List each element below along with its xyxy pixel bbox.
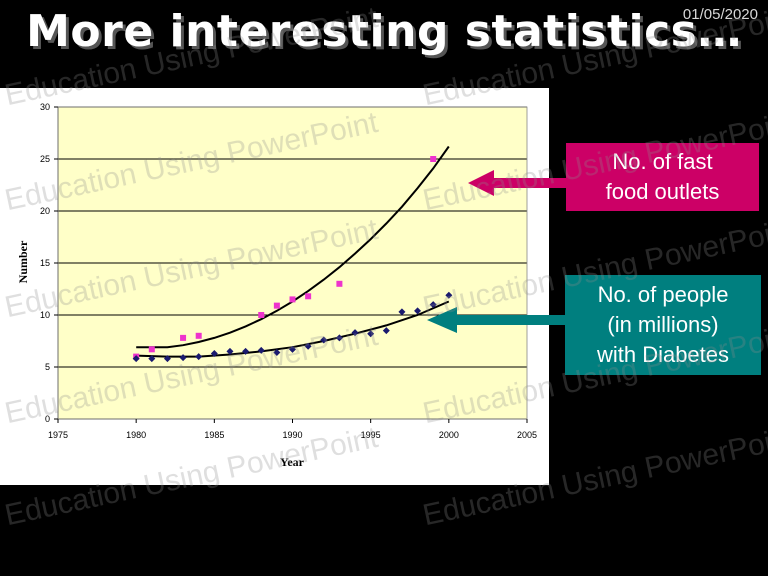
x-axis-label: Year <box>280 455 305 469</box>
fast-food-point <box>336 280 343 287</box>
diabetes-arrow-icon <box>427 307 565 333</box>
diabetes-point <box>414 307 422 315</box>
x-tick-label: 1995 <box>361 430 381 440</box>
fast-food-point <box>305 293 312 300</box>
x-tick-label: 1980 <box>126 430 146 440</box>
diabetes-callout-line-1: No. of people <box>597 282 729 307</box>
y-tick-label: 25 <box>40 154 50 164</box>
diabetes-point <box>304 342 312 350</box>
date-label: 01/05/2020 <box>682 6 758 23</box>
diabetes-point <box>351 329 359 337</box>
diabetes-point <box>367 330 375 338</box>
diabetes-point <box>195 353 203 361</box>
chart-panel: 0 5 10 15 20 25 30 1975 1980 1985 1990 1995 2000 2005… <box>0 88 549 485</box>
diabetes-point <box>148 355 156 363</box>
fast-food-arrow-icon <box>468 170 566 196</box>
fast-food-point <box>258 312 265 318</box>
y-tick-label: 0 <box>45 414 50 424</box>
diabetes-point <box>335 334 343 342</box>
y-tick-label: 5 <box>45 362 50 372</box>
fast-food-point <box>430 156 437 162</box>
diabetes-point <box>132 355 140 363</box>
diabetes-point <box>429 301 437 309</box>
diabetes-point <box>210 349 218 357</box>
diabetes-point <box>398 308 406 316</box>
slide-title: More interesting statistics… <box>26 6 742 57</box>
fast-food-callout-line-2: food outlets <box>605 179 720 204</box>
x-tick-label: 1985 <box>204 430 224 440</box>
y-tick-label: 20 <box>40 206 50 216</box>
y-axis-label: Number <box>16 240 30 283</box>
fast-food-point <box>289 296 296 303</box>
x-tick-label: 2005 <box>517 430 537 440</box>
y-tick-label: 30 <box>40 102 50 112</box>
diabetes-callout-line-2: (in millions) <box>607 312 719 337</box>
diabetes-point <box>382 327 390 335</box>
fast-food-point <box>195 332 202 339</box>
diabetes-point <box>289 345 296 353</box>
fast-food-point <box>273 302 280 309</box>
diabetes-point <box>226 347 234 355</box>
y-tick-label: 10 <box>40 310 50 320</box>
fast-food-callout-line-1: No. of fast <box>612 149 713 174</box>
diabetes-point <box>179 354 187 362</box>
fast-food-point <box>148 346 155 353</box>
x-tick-label: 2000 <box>439 430 459 440</box>
diabetes-point <box>163 355 171 363</box>
diabetes-callout: No. of people (in millions) with Diabete… <box>565 275 761 375</box>
x-tick-label: 1975 <box>48 430 68 440</box>
diabetes-point <box>273 348 281 356</box>
diabetes-point <box>320 336 328 344</box>
diabetes-point <box>242 347 250 355</box>
diabetes-point <box>445 291 453 299</box>
y-tick-label: 15 <box>40 258 50 268</box>
fast-food-point <box>180 334 187 341</box>
fast-food-callout: No. of fast food outlets <box>566 143 759 211</box>
diabetes-callout-line-3: with Diabetes <box>596 342 730 367</box>
x-tick-label: 1990 <box>282 430 302 440</box>
diabetes-point <box>257 346 265 354</box>
scatter-chart: 0 5 10 15 20 25 30 1975 1980 1985 1990 1995 2000 2005… <box>16 102 537 469</box>
